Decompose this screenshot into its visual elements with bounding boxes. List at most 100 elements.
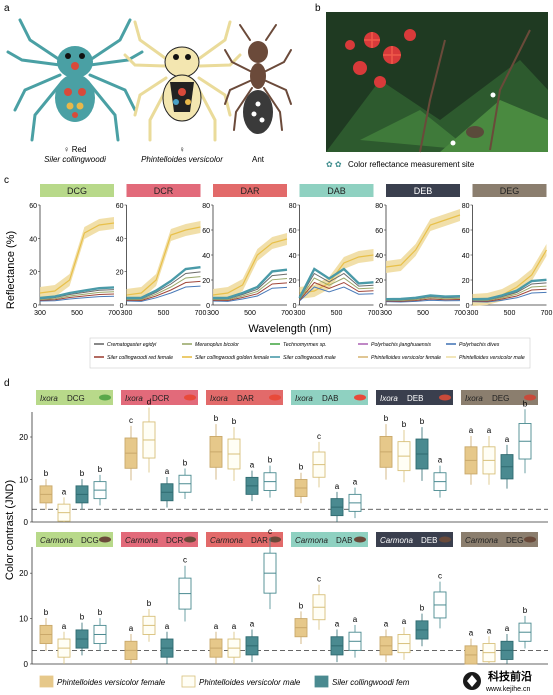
c-ytick-5-2: 40 bbox=[462, 253, 470, 260]
c-title-box-deb bbox=[386, 184, 460, 197]
c-band-golden-1 bbox=[126, 221, 201, 301]
c-legend-label-8: Phintelloides versicolor female bbox=[371, 355, 441, 361]
c-line-2-1 bbox=[212, 282, 288, 302]
d-letter-0-2-3: b bbox=[268, 456, 273, 465]
d-letter-1-3-1: c bbox=[317, 575, 321, 584]
d-header-code-1-0: DCG bbox=[81, 536, 99, 545]
d-letter-0-1-1: d bbox=[147, 397, 151, 406]
d-ytick-1-0: 0 bbox=[24, 660, 29, 669]
d-letter-0-1-0: c bbox=[129, 416, 133, 425]
c-xtick-0-0: 300 bbox=[34, 310, 46, 317]
c-line-0-4 bbox=[39, 286, 115, 300]
d-letter-1-5-0: a bbox=[469, 629, 474, 638]
c-xtick-1-0: 300 bbox=[121, 310, 133, 317]
c-ytick-2-1: 20 bbox=[202, 278, 210, 285]
c-line-1-1 bbox=[126, 280, 201, 302]
c-xtick-0-2: 700 bbox=[108, 310, 120, 317]
d-header-ixora-dcr bbox=[121, 390, 198, 405]
d-letter-0-3-2: a bbox=[335, 482, 340, 491]
c-xtick-3-2: 700 bbox=[368, 310, 380, 317]
d-header-ixora-deb bbox=[376, 390, 453, 405]
reflectance-legend: Crematogaster egidyi Meranoplus bicolor Te… bbox=[89, 337, 531, 369]
c-line-golden-0 bbox=[39, 222, 115, 294]
c-legend-label-7: Siler collingwoodi male bbox=[283, 355, 336, 361]
d-header-ixora-dcg bbox=[36, 390, 113, 405]
d-letter-1-2-0: a bbox=[214, 622, 219, 631]
d-header-plant-0-5: Ixora bbox=[465, 394, 483, 403]
c-line-3-1 bbox=[299, 281, 374, 301]
c-title-dcg: DCG bbox=[67, 186, 87, 196]
c-ytick-2-2: 40 bbox=[202, 253, 210, 260]
d-letter-1-0-1: a bbox=[62, 622, 67, 631]
panel-letter-c: c bbox=[4, 175, 9, 186]
c-legend-label-4: Polyrhachis dives bbox=[459, 342, 500, 348]
c-line-1-2 bbox=[126, 276, 201, 301]
d-letter-0-4-0: b bbox=[384, 414, 389, 423]
d-header-ixora-deg bbox=[461, 390, 538, 405]
d-header-code-1-4: DEB bbox=[421, 536, 437, 545]
c-band-golden-5 bbox=[472, 244, 547, 306]
d-header-code-0-5: DEG bbox=[492, 394, 509, 403]
c-band-golden-2 bbox=[213, 233, 287, 301]
d-letter-1-1-3: c bbox=[183, 556, 187, 565]
c-ytick-0-3: 60 bbox=[29, 203, 37, 210]
panel-letter-a: a bbox=[4, 3, 10, 14]
c-line-golden-4 bbox=[385, 214, 461, 268]
d-letter-1-0-2: b bbox=[80, 613, 85, 622]
d-letter-1-3-2: a bbox=[335, 619, 340, 628]
d-letter-1-4-3: c bbox=[438, 572, 442, 581]
c-title-box-dar bbox=[213, 184, 287, 197]
c-title-deb: DEB bbox=[414, 186, 433, 196]
c-title-dcr: DCR bbox=[154, 186, 174, 196]
watermark-title: 科技前沿 bbox=[488, 669, 532, 683]
c-line-0-2 bbox=[39, 291, 115, 300]
c-xtick-5-0: 300 bbox=[467, 310, 479, 317]
c-ytick-5-1: 20 bbox=[462, 278, 470, 285]
c-ytick-2-3: 60 bbox=[202, 228, 210, 235]
c-ytick-5-3: 60 bbox=[462, 228, 470, 235]
d-header-plant-1-2: Carmona bbox=[210, 536, 243, 545]
c-legend-label-3: Polyrhachis jianghuaensis bbox=[371, 342, 431, 348]
d-header-code-0-0: DCG bbox=[67, 394, 85, 403]
d-legend-swatch-0 bbox=[39, 675, 54, 688]
d-letter-0-5-1: a bbox=[487, 426, 492, 435]
d-letter-0-1-3: b bbox=[183, 458, 188, 467]
spider-phintelloides-illustration bbox=[123, 20, 242, 142]
c-ytick-0-1: 20 bbox=[29, 270, 37, 277]
d-letter-0-4-1: b bbox=[402, 420, 407, 429]
c-ytick-1-3: 60 bbox=[116, 203, 124, 210]
spider-siler-illustration bbox=[6, 18, 144, 142]
d-header-sample-icon-0-4 bbox=[439, 394, 451, 401]
c-legend-label-9: Phintelloides versicolor male bbox=[459, 355, 525, 361]
watermark-url: www.kejihe.cn bbox=[485, 686, 530, 693]
d-letter-0-2-2: a bbox=[250, 461, 255, 470]
c-line-5-4 bbox=[472, 278, 547, 301]
d-header-sample-icon-1-1 bbox=[184, 536, 196, 543]
c-line-3-4 bbox=[298, 267, 374, 299]
d-ytick-1-2: 20 bbox=[19, 569, 28, 578]
d-header-plant-1-3: Carmona bbox=[295, 536, 328, 545]
d-legend-label-1: Phintelloides versicolor male bbox=[199, 678, 301, 687]
c-ytick-4-3: 60 bbox=[375, 228, 383, 235]
c-line-4-4 bbox=[385, 294, 461, 301]
d-letter-0-3-3: a bbox=[353, 478, 358, 487]
c-ytick-2-4: 80 bbox=[202, 203, 210, 210]
c-title-box-dcg bbox=[40, 184, 114, 197]
c-ytick-4-1: 20 bbox=[375, 278, 383, 285]
c-ytick-3-1: 20 bbox=[289, 278, 297, 285]
c-ytick-2-0: 0 bbox=[206, 303, 210, 310]
c-line-2-2 bbox=[212, 278, 288, 301]
d-legend-label-0: Phintelloides versicolor female bbox=[57, 678, 166, 687]
d-letter-0-0-0: b bbox=[44, 469, 49, 478]
c-line-5-1 bbox=[472, 288, 547, 302]
c-ytick-0-0: 0 bbox=[33, 303, 37, 310]
d-letter-1-2-2: a bbox=[250, 619, 255, 628]
c-xtick-0-1: 500 bbox=[71, 310, 83, 317]
d-header-carmona-deb bbox=[376, 532, 453, 547]
c-line-0-1 bbox=[39, 293, 115, 301]
c-band-golden-4 bbox=[386, 209, 460, 273]
d-header-sample-icon-0-2 bbox=[269, 394, 281, 401]
c-ytick-3-3: 60 bbox=[289, 228, 297, 235]
d-letter-1-5-3: b bbox=[523, 606, 528, 615]
